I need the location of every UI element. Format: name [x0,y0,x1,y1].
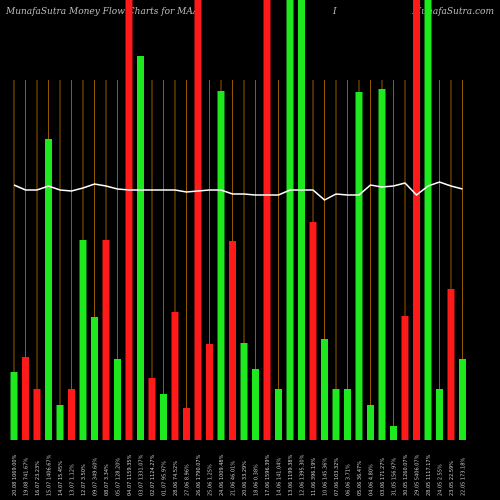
x-tick-label: 14.06 141.04% [277,458,283,496]
x-tick-label: 20.08 1069.00% [12,454,18,496]
bar [424,0,432,440]
x-tick-label: 04.07 1159.35% [127,454,133,496]
bar [68,389,75,440]
bar [171,312,179,440]
x-tick-label: 13.07 1.12% [70,464,76,496]
bar [229,241,236,440]
bar [390,426,397,440]
x-tick-label: 24.05 2.55% [438,464,444,496]
bar [125,0,133,440]
bar [378,89,386,440]
x-tick-label: 03.06 171.27% [380,458,386,496]
bar [10,372,18,440]
x-tick-label: 20.06 33.29% [242,461,248,496]
bar [240,343,248,440]
bar [436,389,443,440]
site-name: MunafaSutra.com [411,7,494,17]
bar [91,317,98,440]
x-tick-label: 04.06 4.80% [369,464,375,496]
chart-title-mid: I [332,7,337,17]
x-tick-label: 22.05 173.18% [461,458,467,496]
bar [275,389,282,440]
x-tick-label: 08.07 3.34% [104,464,110,496]
bar [183,408,190,440]
x-tick-label: 03.07 1331.07% [139,454,145,496]
x-tick-label: 10.06 145.36% [323,458,329,496]
x-tick-label: 19.08 741.67% [24,458,30,496]
x-tick-label: 02.07 1124.27% [150,454,156,496]
bar [321,339,328,440]
bar [401,316,409,440]
bar [114,359,121,440]
x-tick-label: 16.07 23.23% [35,461,41,496]
bar [22,357,29,440]
bar [252,369,259,440]
bar [286,0,294,440]
x-tick-label: 26.06 1790.07% [196,454,202,496]
x-tick-label: 14.07 15.45% [58,461,64,496]
x-tick-label: 27.06 8.96% [185,464,191,496]
x-tick-label: 05.07 128.20% [116,458,122,496]
x-tick-label: 15.07 1406.67% [47,454,53,496]
x-tick-label: 29.05 5406.07% [415,454,421,496]
x-tick-label: 09.07 349.60% [93,458,99,496]
bar [137,56,144,440]
bar [79,240,87,440]
bar [263,0,271,440]
bar [367,405,374,440]
x-tick-label: 25.06 1.25% [208,464,214,496]
bar [355,92,363,440]
x-tick-label: 18.06 0.38% [254,464,260,496]
bar [206,344,213,440]
bar [447,289,455,440]
x-tick-label: 28.05 1117.17% [426,454,432,496]
chart-title: MunafaSutra Money Flow Charts for MAA [5,7,200,17]
bar [194,0,202,440]
x-tick-label: 17.06 1596.39% [265,454,271,496]
bar [33,389,41,440]
x-tick-label: 12.07 3.50% [81,464,87,496]
bar [148,378,156,440]
bar [344,389,351,440]
bar [217,91,225,440]
x-tick-label: 21.06 46.01% [231,461,237,496]
x-tick-label: 23.05 22.59% [449,461,455,496]
bar [298,0,305,440]
bar [102,240,110,440]
x-tick-label: 12.06 1395.30% [300,454,306,496]
line [13,181,463,201]
x-tick-label: 30.05 1260.07% [403,454,409,496]
x-tick-label: 24.06 1009.48% [219,454,225,496]
x-tick-label: 11.06 396.19% [311,458,317,496]
x-tick-label: 31.05 156.97% [392,458,398,496]
bar [56,405,64,440]
x-tick-label: 06.06 3.71% [346,464,352,496]
bar [309,222,317,440]
x-tick-label: 28.06 74.52% [173,461,179,496]
x-tick-label: 13.06 1199.38% [288,454,294,496]
bar [45,139,52,440]
x-tick-label: 05.06 36.47% [357,461,363,496]
bar [160,394,167,440]
bar [459,359,466,440]
bar [332,389,340,440]
x-tick-label: 07.06 103.32% [334,458,340,496]
bar [413,0,420,440]
x-tick-label: 01.07 95.97% [162,461,168,496]
